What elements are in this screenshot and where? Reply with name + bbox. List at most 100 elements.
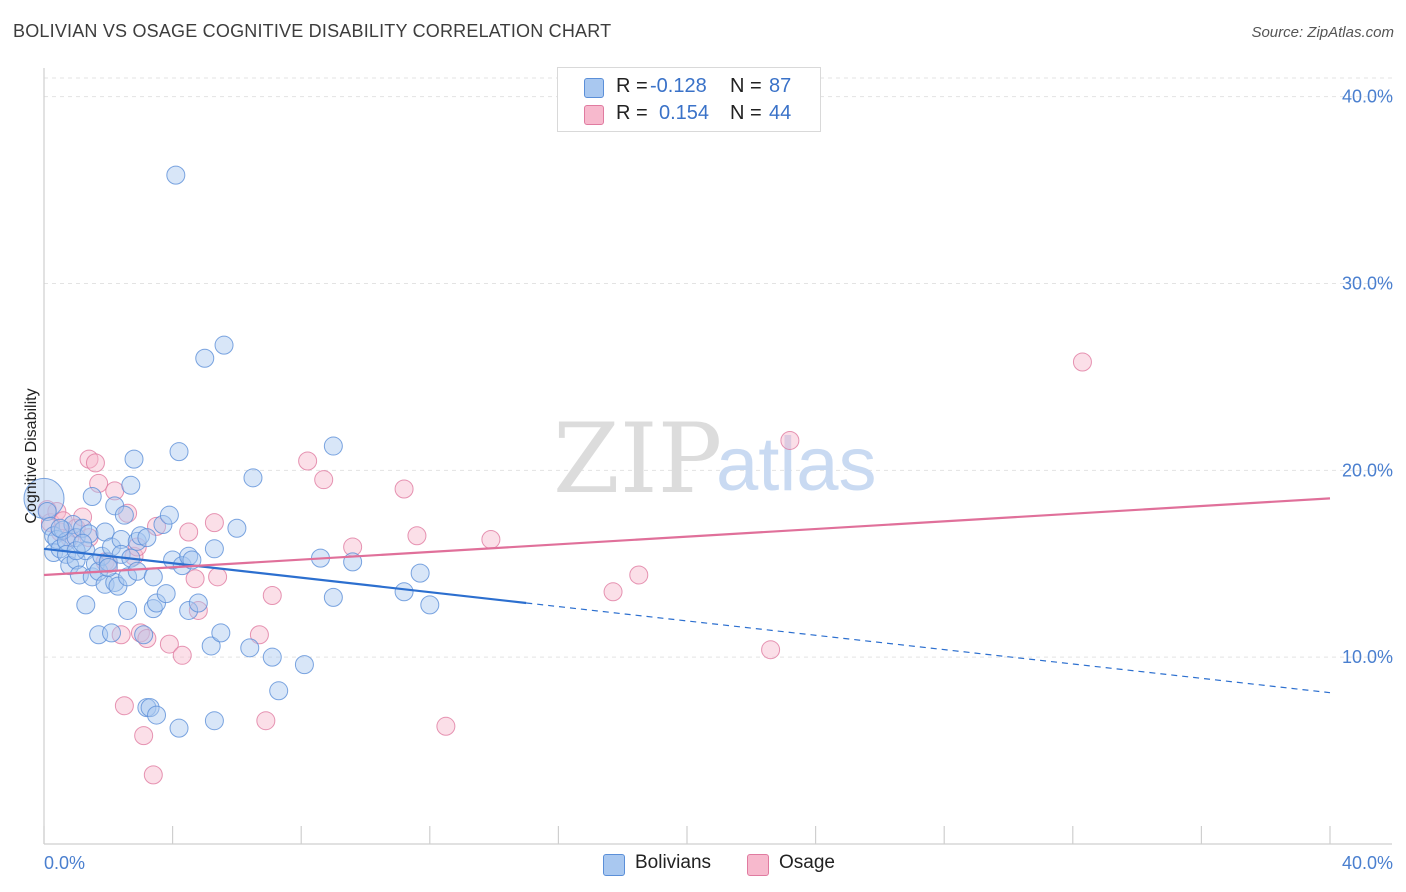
y-tick-label: 20.0% [1342,460,1393,480]
chart-title: BOLIVIAN VS OSAGE COGNITIVE DISABILITY C… [13,21,612,41]
bolivian-point [111,529,131,549]
legend-r-label: R = [616,102,648,124]
watermark-atlas: atlas [716,422,877,507]
y-tick-label: 40.0% [1342,87,1393,107]
grid-lines [44,77,1392,658]
y-tick-label: 30.0% [1342,274,1393,294]
bolivian-point [227,518,247,538]
osage-point [172,645,192,665]
legend-r-value: 0.154 [659,102,710,124]
bottom-legend-label-bolivians: Bolivians [635,852,712,873]
bolivian-point [204,711,224,731]
osage-point [761,640,781,660]
osage-point [204,513,224,533]
bolivian-point [420,595,440,615]
trend-lines [43,497,1331,694]
tick-labels: 10.0% 20.0% 30.0% 40.0% 0.0% 40.0% [44,87,1393,873]
bolivian-point [143,567,163,587]
osage-point [394,479,414,499]
osage-point [407,526,427,546]
osage-point [134,726,154,746]
bolivian-point [214,335,234,355]
bolivian-point [179,600,199,620]
osage-point [143,765,163,785]
osage-point [188,600,208,620]
y-tick-label: 10.0% [1342,647,1393,667]
bolivian-point [121,475,141,495]
bolivian-point [134,625,154,645]
bolivian-point [153,515,173,535]
osage-point [114,696,134,716]
bolivian-point [118,600,138,620]
bolivian-point [323,436,343,456]
bolivian-point [195,348,215,368]
osage-point [137,628,157,648]
legend-n-value: 87 [769,75,792,97]
legend-n-label: N = [730,102,762,124]
bolivian-point [156,584,176,604]
osage-point [298,451,318,471]
bolivian-point [23,477,65,519]
legend-r-value: -0.128 [650,75,707,97]
bolivian-point [98,557,118,577]
bolivian-point [262,647,282,667]
correlation-legend: R = -0.128 N = 87 R = 0.154 N = 44 [557,67,821,132]
bolivian-point [159,505,179,525]
bolivian-point [410,563,430,583]
osage-point [436,716,456,736]
bolivian-point [82,486,102,506]
osage-point [603,582,623,602]
bolivian-point [201,636,221,656]
osage-point [85,453,105,473]
axes [43,68,1392,845]
osage-points [37,352,1092,785]
bolivian-point [204,539,224,559]
x-tick-label: 40.0% [1342,853,1393,873]
bolivian-point [118,567,138,587]
legend-swatch-osage [584,105,604,125]
bolivian-point [169,442,189,462]
bolivian-point [188,593,208,613]
bolivian-point [147,705,167,725]
bolivian-point [130,526,150,546]
bolivian-point [169,718,189,738]
bolivian-point [50,518,70,538]
watermark-zip: ZIP [553,403,722,515]
bolivian-point [166,165,186,185]
bolivian-point [269,681,289,701]
osage-point [314,470,334,490]
osage-point [208,567,228,587]
x-tick-label: 0.0% [44,853,85,873]
bottom-legend-label-osage: Osage [779,852,835,873]
osage-trend-line [43,497,1331,577]
bottom-legend-swatch-bolivians [603,854,625,876]
osage-point [262,586,282,606]
bolivian-point [37,501,57,521]
osage-point [1072,352,1092,372]
legend-n-value: 44 [769,102,792,124]
legend-n-label: N = [730,75,762,97]
bolivian-point [124,449,144,469]
legend-swatch-bolivians [584,78,604,98]
watermark: ZIP atlas [553,403,877,515]
bolivian-trend-line [43,547,527,605]
bolivian-point [73,533,93,553]
bolivian-point [102,623,122,643]
bolivian-point [140,698,160,718]
bolivian-point [137,528,157,548]
osage-point [249,625,269,645]
osage-point [256,711,276,731]
bolivian-point [127,531,147,551]
osage-point [481,529,501,549]
osage-point [780,430,800,450]
bolivian-point [240,638,260,658]
bolivian-point [114,505,134,525]
osage-point [185,569,205,589]
bolivian-point [211,623,231,643]
osage-point [73,507,93,527]
bolivian-point [127,561,147,581]
bolivian-point [76,595,96,615]
y-axis-label: Cognitive Disability [23,388,40,523]
osage-point [159,634,179,654]
